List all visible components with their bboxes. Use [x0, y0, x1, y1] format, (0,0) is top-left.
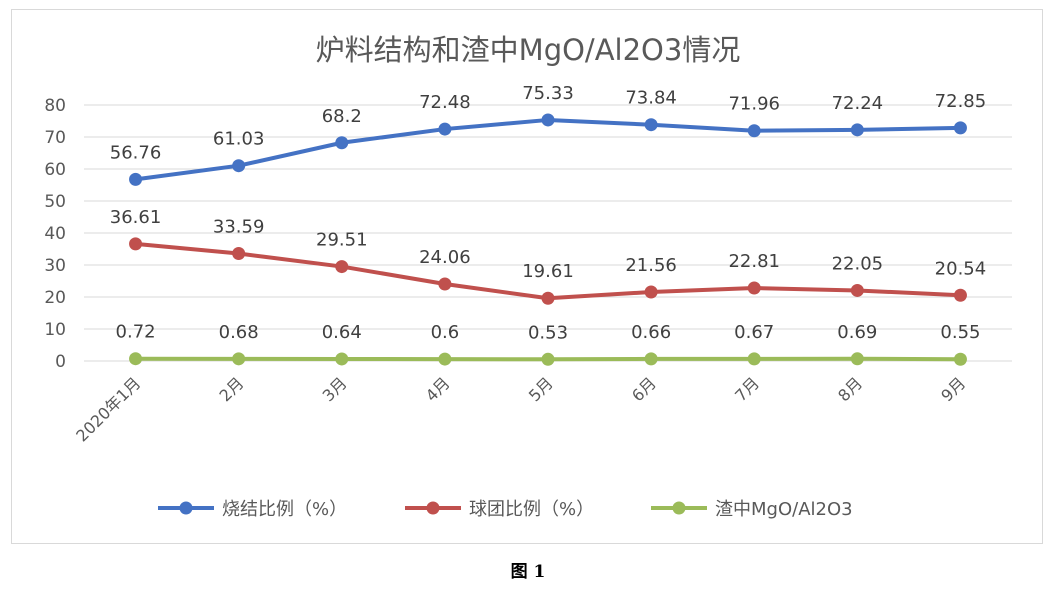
data-point: [850, 123, 864, 137]
legend-label: 烧结比例（%）: [222, 499, 347, 520]
data-point: [232, 352, 246, 366]
data-label: 20.54: [935, 258, 987, 279]
data-label: 71.96: [728, 94, 780, 115]
x-tick-label: 5月: [525, 373, 557, 405]
x-tick-label: 9月: [937, 373, 969, 405]
data-label: 0.55: [940, 322, 980, 343]
data-label: 36.61: [110, 207, 162, 228]
data-label: 72.48: [419, 92, 471, 113]
data-label: 0.53: [528, 322, 568, 343]
y-tick-label: 10: [44, 320, 66, 340]
data-label: 61.03: [213, 129, 265, 150]
data-label: 0.66: [631, 322, 671, 343]
chart-title: 炉料结构和渣中MgO/Al2O3情况: [316, 33, 741, 67]
y-tick-label: 60: [44, 160, 66, 180]
x-tick-label: 2020年1月: [72, 373, 144, 445]
data-label: 29.51: [316, 230, 368, 251]
x-tick-label: 6月: [628, 373, 660, 405]
data-point: [438, 277, 452, 291]
x-tick-label: 8月: [834, 373, 866, 405]
series-3: 0.72 0.68 0.64 0.6 0.53 0.66 0.67 0.69 0.55: [116, 322, 980, 366]
data-label: 72.24: [832, 93, 884, 114]
data-point: [129, 352, 143, 366]
legend: 烧结比例（%） 球团比例（%） 渣中MgO/Al2O3: [158, 499, 853, 520]
data-point: [953, 121, 967, 135]
data-point: [953, 352, 967, 366]
data-point: [129, 172, 143, 186]
data-label: 56.76: [110, 142, 162, 163]
chart-frame: [11, 9, 1043, 544]
legend-item: 球团比例（%）: [405, 499, 594, 520]
data-point: [644, 285, 658, 299]
data-point: [644, 118, 658, 132]
data-label: 0.72: [116, 322, 156, 343]
data-label: 75.33: [522, 83, 574, 104]
y-axis-tick-labels: 0 10 20 30 40 50 60 70 80: [44, 96, 66, 372]
x-tick-label: 3月: [319, 373, 351, 405]
data-point: [541, 352, 555, 366]
data-label: 72.85: [935, 91, 987, 112]
data-point: [541, 113, 555, 127]
data-label: 22.05: [832, 253, 884, 274]
data-point: [850, 283, 864, 297]
series-layer: 56.76 61.03 68.2 72.48 75.33 73.84 71.96 72.24 7…: [110, 83, 986, 366]
data-point: [747, 124, 761, 138]
line-chart: 炉料结构和渣中MgO/Al2O3情况 0 10 20 30 40 50 60 70 80 202…: [44, 33, 1012, 520]
data-label: 24.06: [419, 247, 471, 268]
y-tick-label: 50: [44, 192, 66, 212]
legend-swatch-marker: [426, 501, 440, 515]
data-label: 33.59: [213, 217, 265, 238]
legend-item: 烧结比例（%）: [158, 499, 347, 520]
data-point: [438, 122, 452, 136]
data-label: 0.67: [734, 322, 774, 343]
x-axis-tick-labels: 2020年1月 2月 3月 4月 5月 6月 7月 8月 9月: [72, 373, 969, 445]
x-tick-label: 2月: [216, 373, 248, 405]
y-tick-label: 20: [44, 288, 66, 308]
data-point: [232, 247, 246, 261]
figure-caption: 图 1: [510, 562, 546, 582]
data-label: 0.68: [219, 322, 259, 343]
series-1: 56.76 61.03 68.2 72.48 75.33 73.84 71.96 72.24 7…: [110, 83, 986, 186]
y-tick-label: 40: [44, 224, 66, 244]
legend-swatch-marker: [179, 501, 193, 515]
y-tick-label: 0: [55, 352, 66, 372]
data-point: [747, 281, 761, 295]
data-point: [335, 352, 349, 366]
y-tick-label: 30: [44, 256, 66, 276]
x-tick-label: 4月: [422, 373, 454, 405]
data-point: [335, 260, 349, 274]
y-tick-label: 80: [44, 96, 66, 116]
series-2: 36.61 33.59 29.51 24.06 19.61 21.56 22.81 22.05…: [110, 207, 986, 305]
legend-swatch-marker: [672, 501, 686, 515]
data-point: [438, 352, 452, 366]
y-tick-label: 70: [44, 128, 66, 148]
data-point: [129, 237, 143, 251]
data-point: [953, 288, 967, 302]
data-label: 68.2: [322, 106, 362, 127]
data-point: [541, 291, 555, 305]
data-label: 19.61: [522, 261, 574, 282]
x-tick-label: 7月: [731, 373, 763, 405]
data-label: 22.81: [728, 251, 780, 272]
data-label: 73.84: [625, 88, 677, 109]
data-label: 0.69: [837, 322, 877, 343]
data-point: [232, 159, 246, 173]
data-point: [850, 352, 864, 366]
legend-label: 球团比例（%）: [469, 499, 594, 520]
data-point: [644, 352, 658, 366]
data-point: [335, 136, 349, 150]
data-point: [747, 352, 761, 366]
data-label: 0.64: [322, 322, 362, 343]
data-label: 21.56: [625, 255, 677, 276]
data-label: 0.6: [431, 322, 460, 343]
legend-item: 渣中MgO/Al2O3: [651, 499, 853, 520]
legend-label: 渣中MgO/Al2O3: [715, 499, 853, 520]
